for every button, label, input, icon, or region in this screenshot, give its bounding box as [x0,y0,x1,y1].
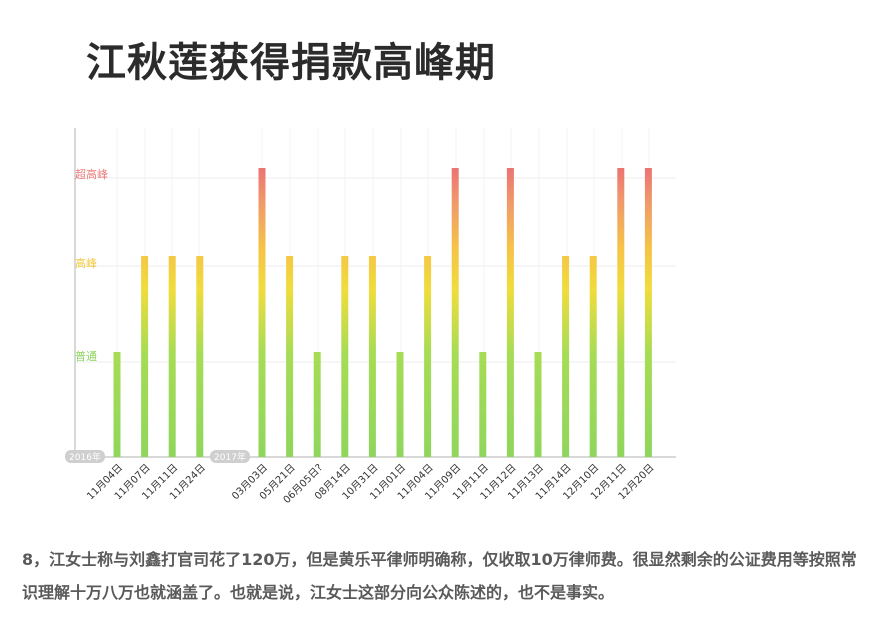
bar [451,168,459,457]
bar [286,256,294,457]
grid-lines [76,128,676,457]
bar [396,352,404,457]
bar [141,256,149,457]
bar [368,256,376,457]
bar [258,168,266,457]
caption-text: 8，江女士称与刘鑫打官司花了120万，但是黄乐平律师明确称，仅收取10万律师费。… [22,550,857,602]
bar [562,256,570,457]
y-tick-label: 高峰 [75,256,97,270]
bar [341,256,349,457]
bar [424,256,432,457]
bar [196,256,204,457]
page-title: 江秋莲获得捐款高峰期 [86,40,496,86]
y-tick-label: 超高峰 [75,167,108,181]
bar [313,352,321,457]
chart: 普通 高峰 超高峰 2016年 2017年 11月04日11月07日11月11日11月… [65,128,676,506]
bar [534,352,542,457]
year-badge-label: 2016年 [69,451,101,463]
bar [168,256,176,457]
year-badge [65,450,105,463]
bars [113,168,652,457]
year-badge-label: 2017年 [214,451,246,463]
year-badges: 2016年 2017年 [65,450,250,463]
bar [113,352,121,457]
bar [644,168,652,457]
bar [506,168,514,457]
bar [479,352,487,457]
bar [589,256,597,457]
year-badge [210,450,250,463]
y-tick-label: 普通 [75,349,97,363]
bar [617,168,625,457]
